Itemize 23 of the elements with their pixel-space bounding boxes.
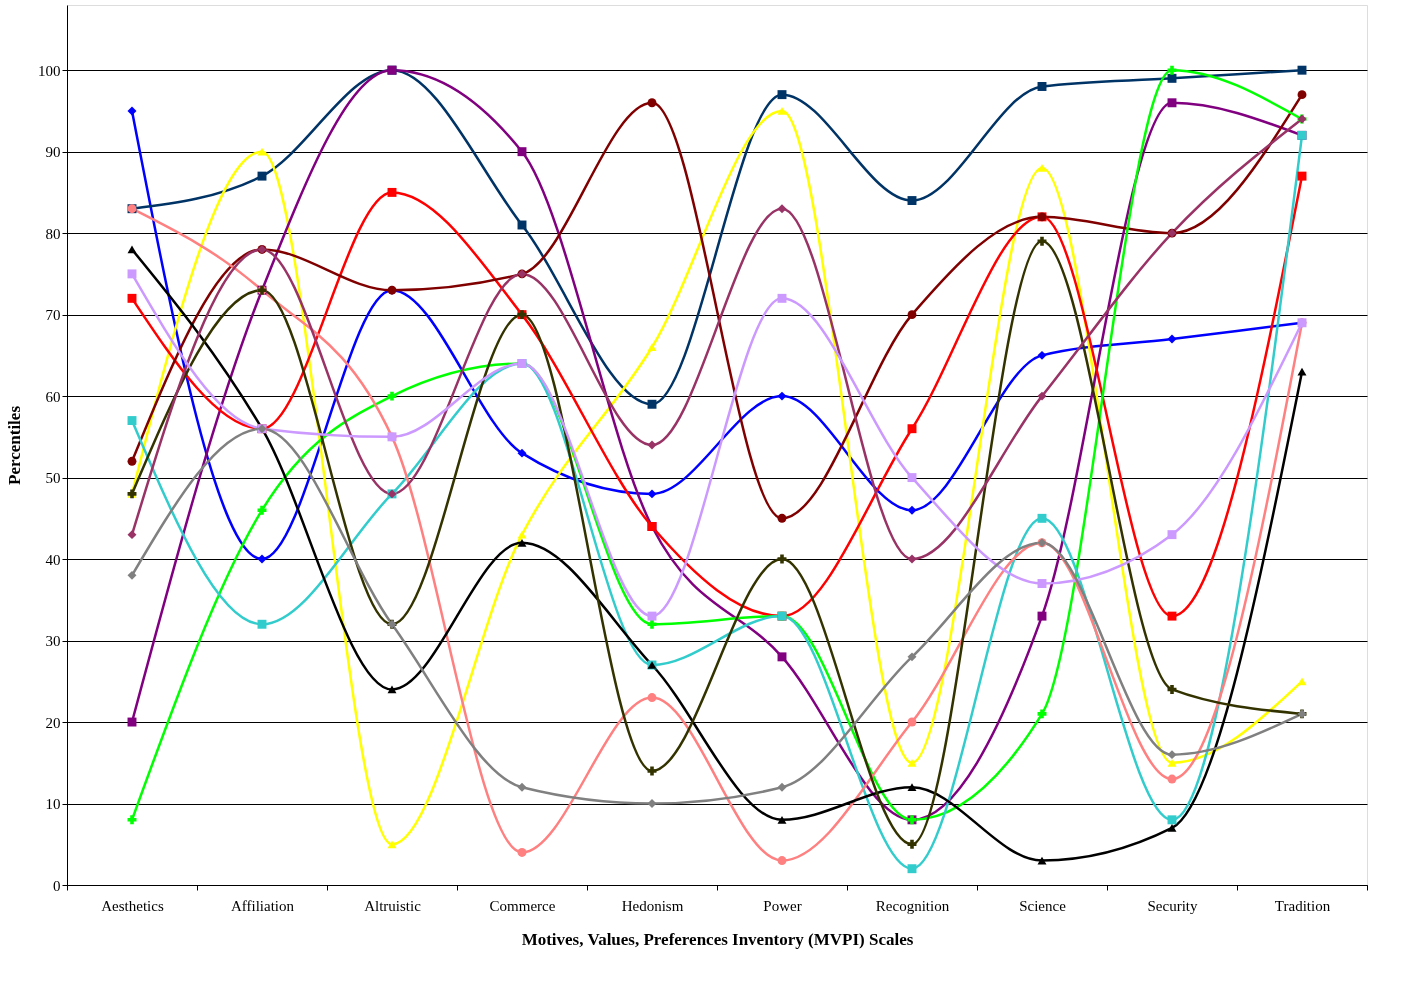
y-tick-label: 10 xyxy=(45,796,61,813)
y-tick-label: 90 xyxy=(45,144,61,161)
x-tick-label: Security xyxy=(1147,897,1198,914)
x-tick-label: Recognition xyxy=(875,897,950,914)
y-tick-label: 30 xyxy=(45,633,61,650)
x-axis-title: Motives, Values, Preferences Inventory (MVPI) Scales xyxy=(521,929,914,949)
y-tick-label: 0 xyxy=(53,877,61,894)
y-tick-label: 60 xyxy=(45,388,61,405)
y-tick-label: 80 xyxy=(45,225,61,242)
x-tick-label: Tradition xyxy=(1274,897,1331,914)
x-tick-label: Aesthetics xyxy=(101,897,164,914)
y-tick-label: 70 xyxy=(45,307,61,324)
y-tick-label: 40 xyxy=(45,551,61,568)
x-tick-label: Power xyxy=(763,897,802,914)
x-tick-label: Altruistic xyxy=(364,897,422,914)
y-tick-label: 100 xyxy=(38,62,61,79)
y-axis-title: Percentiles xyxy=(5,405,24,485)
x-tick-label: Affiliation xyxy=(230,897,295,914)
y-tick-label: 20 xyxy=(45,714,61,731)
y-tick-label: 50 xyxy=(45,470,61,487)
x-tick-label: Commerce xyxy=(489,897,556,914)
x-tick-label: Hedonism xyxy=(621,897,684,914)
x-tick-label: Science xyxy=(1019,897,1067,914)
